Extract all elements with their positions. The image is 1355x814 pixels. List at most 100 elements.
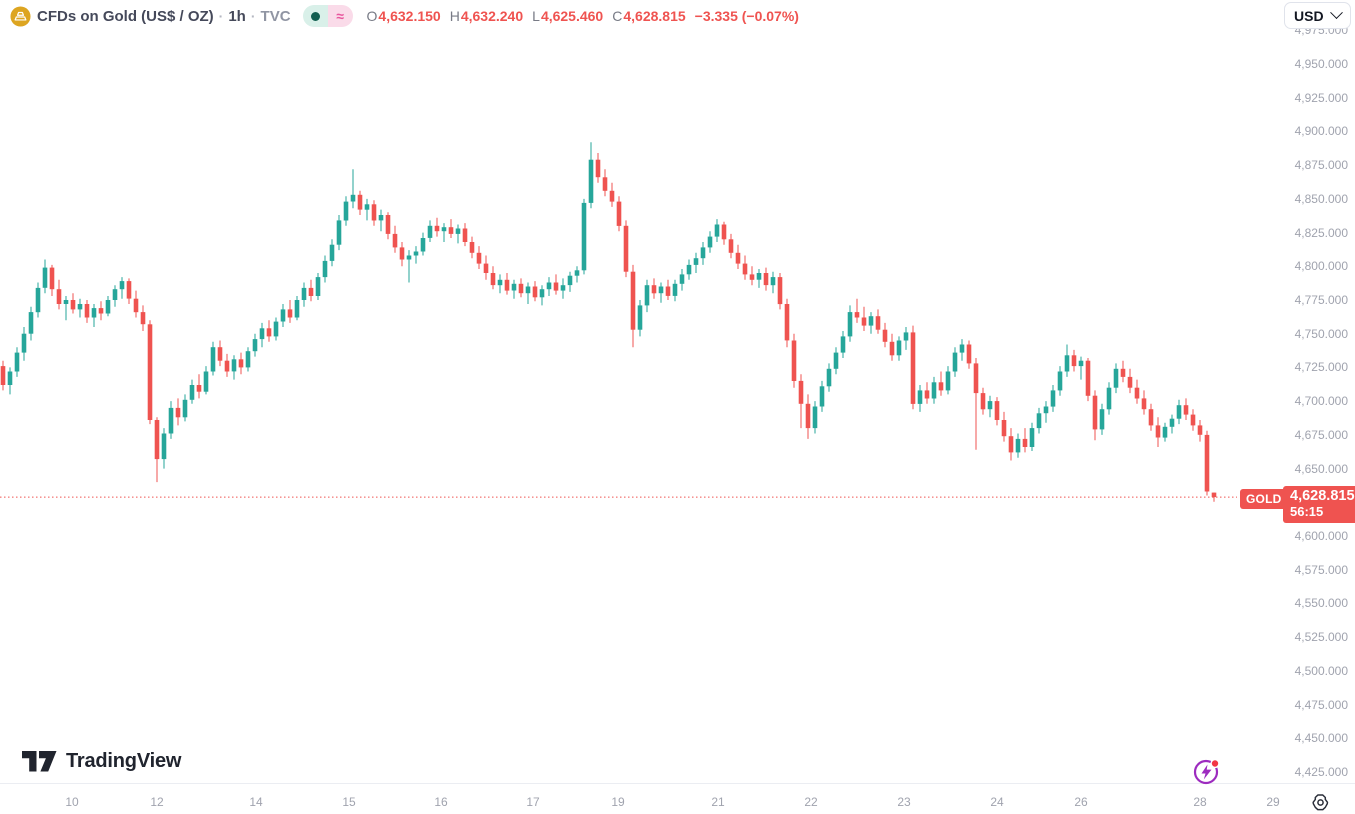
candle-body [448, 227, 454, 234]
candle-body [630, 271, 636, 330]
candle-body [819, 386, 825, 407]
candle-body [812, 406, 818, 429]
candle-body [378, 215, 384, 221]
candle-body [1155, 425, 1161, 438]
candle-body [1211, 492, 1217, 498]
candle-body [938, 382, 944, 391]
market-status-pill[interactable]: ≈ [302, 5, 353, 27]
candle-body [371, 204, 377, 221]
symbol-title[interactable]: CFDs on Gold (US$ / OZ) [37, 7, 214, 25]
price-axis-tick: 4,875.000 [1294, 158, 1348, 173]
time-axis-tick: 12 [150, 795, 164, 809]
timeframe-label[interactable]: 1h [228, 7, 246, 25]
price-axis-tick: 4,500.000 [1294, 663, 1348, 678]
candle-body [560, 285, 566, 291]
candle-body [616, 201, 622, 226]
market-open-status-icon[interactable] [302, 5, 328, 27]
candle-body [721, 224, 727, 240]
candle-body [1043, 406, 1049, 414]
ohlc-readout: O 4,632.150 H 4,632.240 L 4,625.460 C 4,628.… [367, 8, 799, 24]
candle-body [749, 274, 755, 280]
candle-body [0, 366, 6, 385]
candle-body [399, 247, 405, 260]
price-axis-tick: 4,750.000 [1294, 326, 1348, 341]
candle-body [287, 309, 293, 318]
candle-body [168, 407, 174, 434]
high-label: H [449, 8, 460, 24]
candle-body [70, 300, 76, 310]
candle-body [140, 312, 146, 325]
gold-symbol-icon[interactable] [10, 5, 31, 27]
candle-body [490, 273, 496, 286]
candle-body [686, 264, 692, 275]
open-label: O [366, 8, 378, 24]
flash-news-button[interactable] [1192, 757, 1222, 792]
candle-body [364, 204, 370, 210]
candle-body [784, 304, 790, 341]
price-axis-tick: 4,925.000 [1294, 90, 1348, 105]
candle-body [427, 225, 433, 238]
candle-body [280, 309, 286, 322]
candle-body [1092, 395, 1098, 430]
candle-body [497, 279, 503, 286]
candle-body [1085, 360, 1091, 396]
candle-body [7, 371, 13, 385]
candle-body [518, 283, 524, 294]
separator-dot: · [218, 8, 224, 24]
candle-body [1029, 428, 1035, 447]
candle-body [567, 275, 573, 286]
candle-body [763, 273, 769, 286]
candle-body [1134, 387, 1140, 399]
candle-body [1078, 360, 1084, 367]
price-axis-tick: 4,650.000 [1294, 461, 1348, 476]
candle-body [1141, 398, 1147, 410]
tradingview-logo-icon [22, 751, 57, 772]
time-axis-tick: 24 [990, 795, 1004, 809]
candle-body [1106, 387, 1112, 410]
tradingview-logo[interactable]: TradingView [22, 750, 181, 773]
candle-body [1176, 405, 1182, 419]
candle-body [973, 363, 979, 394]
time-axis-tick: 16 [434, 795, 448, 809]
candle-body [889, 341, 895, 356]
candle-body [231, 359, 237, 372]
candle-body [35, 287, 41, 313]
candle-body [707, 236, 713, 248]
candle-body [1204, 434, 1210, 492]
price-axis-tick: 4,950.000 [1294, 57, 1348, 71]
delayed-data-icon[interactable]: ≈ [327, 5, 353, 27]
axis-settings-button[interactable] [1311, 793, 1330, 814]
candle-body [1190, 414, 1196, 426]
candle-body [1120, 368, 1126, 377]
candle-body [546, 282, 552, 290]
time-axis-tick: 10 [65, 795, 79, 809]
candle-body [651, 285, 657, 294]
price-axis-tick: 4,475.000 [1294, 697, 1348, 712]
low-label: L [532, 8, 540, 24]
candle-body [147, 324, 153, 420]
lightning-icon [1193, 758, 1220, 785]
candle-body [420, 238, 426, 252]
last-price-label: 4,628.815 56:15 [1283, 486, 1355, 523]
candle-body [336, 220, 342, 245]
time-axis-tick: 17 [526, 795, 540, 809]
candle-body [413, 251, 419, 256]
candle-body [217, 347, 223, 361]
candle-body [994, 401, 1000, 420]
candle-body [532, 286, 538, 298]
time-axis-tick: 22 [804, 795, 818, 809]
candle-body [539, 289, 545, 298]
gear-icon [1312, 794, 1329, 811]
exchange-label[interactable]: TVC [260, 7, 291, 25]
candle-body [728, 239, 734, 253]
bar-countdown: 56:15 [1290, 503, 1324, 519]
candle-body [959, 344, 965, 353]
candle-body [770, 277, 776, 286]
price-axis-tick: 4,525.000 [1294, 630, 1348, 645]
candle-body [98, 308, 104, 314]
candle-body [56, 289, 62, 304]
candle-body [504, 279, 510, 291]
candle-body [609, 190, 615, 202]
currency-dropdown[interactable]: USD [1284, 2, 1351, 29]
